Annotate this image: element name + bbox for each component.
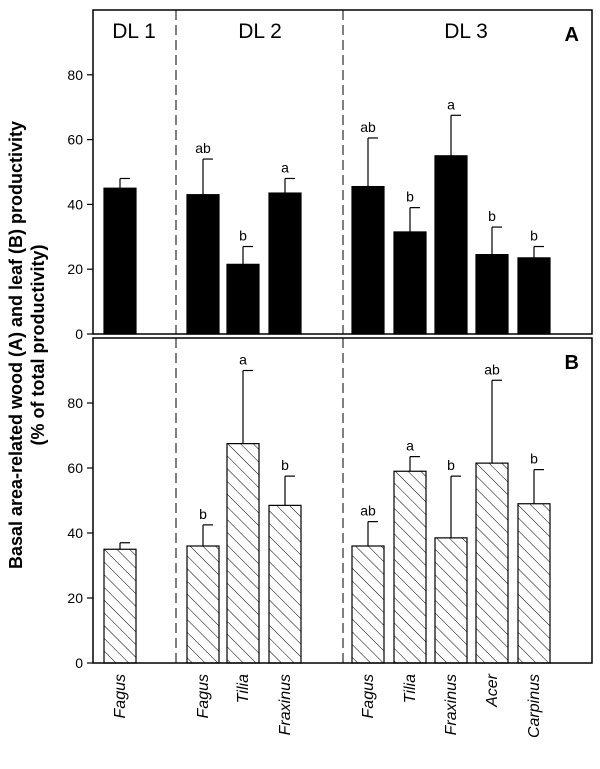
x-label-fraxinus-4: Fraxinus (277, 674, 294, 735)
y-axis-title-line-2: (% of total productivity) (28, 245, 48, 446)
panel-A-bar-4 (268, 192, 302, 335)
panel-A-ytick-label-80: 80 (67, 67, 83, 83)
panel-B-significance-8: ab (484, 361, 500, 377)
panel-B-bar-3 (226, 443, 260, 664)
panel-label-B: B (565, 352, 579, 374)
panel-A-ytick-label-20: 20 (67, 261, 83, 277)
panel-B-bar-4 (268, 504, 302, 664)
panel-A-ytick-label-0: 0 (75, 326, 83, 342)
panel-B-ytick-label-40: 40 (67, 525, 83, 541)
panel-A-ytick-label-60: 60 (67, 132, 83, 148)
panel-A-ytick-label-40: 40 (67, 196, 83, 212)
panel-A-bar-8 (475, 254, 509, 335)
panel-B-significance-2: b (199, 506, 207, 522)
panel-B-significance-6: a (406, 438, 414, 454)
panel-A-bar-6 (393, 231, 427, 335)
x-label-tilia-3: Tilia (235, 674, 252, 703)
panel-A-significance-7: a (447, 96, 455, 112)
group-label-1: DL 1 (112, 20, 156, 43)
panel-A-significance-6: b (406, 189, 414, 205)
x-label-tilia-6: Tilia (402, 674, 419, 703)
panel-B-ytick-label-20: 20 (67, 590, 83, 606)
panel-A-significance-3: b (239, 228, 247, 244)
panel-B-bar-1 (103, 548, 137, 664)
x-label-fagus-5: Fagus (360, 674, 377, 718)
panel-B-significance-3: a (239, 352, 247, 368)
panel-B-significance-4: b (281, 457, 289, 473)
panel-A-significance-2: ab (195, 140, 211, 156)
group-label-3: DL 3 (444, 20, 488, 43)
panel-B-bar-7 (434, 537, 468, 664)
panel-A-bar-7 (434, 155, 468, 335)
panel-A-bar-5 (351, 185, 385, 335)
panel-B-ytick-label-80: 80 (67, 395, 83, 411)
panel-B-ytick-label-60: 60 (67, 460, 83, 476)
panel-B-bar-6 (393, 470, 427, 664)
panel-label-A: A (565, 24, 579, 46)
panel-B-bar-5 (351, 545, 385, 664)
panel-A-significance-5: ab (360, 119, 376, 135)
panel-A-bar-1 (103, 187, 137, 335)
panel-B-significance-9: b (530, 451, 538, 467)
panel-A-significance-9: b (530, 228, 538, 244)
panel-A-significance-8: b (488, 208, 496, 224)
x-label-fraxinus-7: Fraxinus (443, 674, 460, 735)
x-label-acer-8: Acer (484, 673, 501, 708)
y-axis-title-line-1: Basal area-related wood (A) and leaf (B)… (6, 121, 26, 569)
panel-B-bar-2 (186, 545, 220, 664)
x-label-carpinus-9: Carpinus (526, 674, 543, 738)
x-label-fagus-2: Fagus (195, 674, 212, 718)
panel-B-ytick-label-0: 0 (75, 655, 83, 671)
x-label-fagus-1: Fagus (112, 674, 129, 718)
group-label-2: DL 2 (238, 20, 282, 43)
panel-A-bar-9 (517, 257, 551, 335)
panel-A-significance-4: a (281, 159, 289, 175)
panel-B-bar-8 (475, 462, 509, 664)
panel-A-bar-3 (226, 263, 260, 335)
panel-B-significance-5: ab (360, 503, 376, 519)
panel-B-bar-9 (517, 503, 551, 664)
panel-B-significance-7: b (447, 457, 455, 473)
panel-A-bar-2 (186, 194, 220, 335)
